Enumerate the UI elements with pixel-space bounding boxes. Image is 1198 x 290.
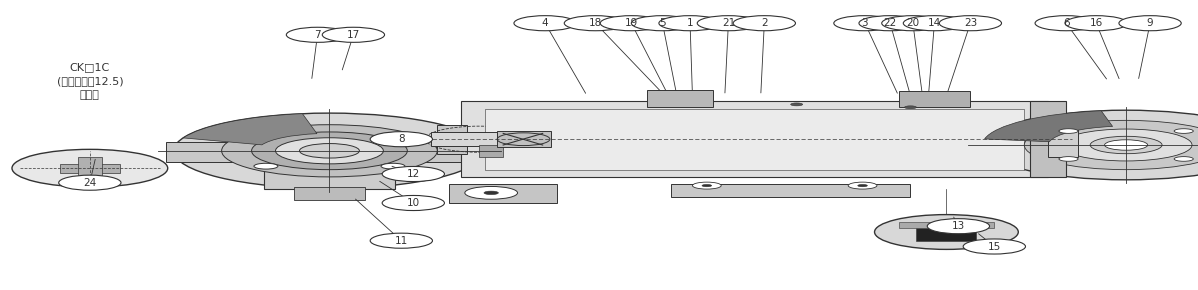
Circle shape bbox=[370, 132, 432, 147]
Text: 5: 5 bbox=[659, 18, 666, 28]
Circle shape bbox=[659, 16, 721, 31]
Circle shape bbox=[1105, 140, 1148, 150]
Circle shape bbox=[1059, 157, 1078, 161]
Circle shape bbox=[381, 133, 405, 138]
Circle shape bbox=[1065, 16, 1127, 31]
Text: 3: 3 bbox=[861, 18, 869, 28]
Circle shape bbox=[174, 113, 485, 188]
Circle shape bbox=[963, 239, 1025, 254]
Text: 9: 9 bbox=[1146, 18, 1154, 28]
Text: 1: 1 bbox=[686, 18, 694, 28]
Bar bbox=[449, 184, 557, 203]
Bar bbox=[437, 125, 467, 154]
Text: 4: 4 bbox=[541, 18, 549, 28]
Circle shape bbox=[12, 149, 168, 187]
Circle shape bbox=[276, 138, 383, 164]
Text: 7: 7 bbox=[314, 30, 321, 40]
Text: 20: 20 bbox=[907, 18, 919, 28]
Circle shape bbox=[252, 132, 407, 170]
Circle shape bbox=[465, 186, 518, 199]
Circle shape bbox=[1024, 120, 1198, 170]
Text: 12: 12 bbox=[406, 169, 420, 179]
Circle shape bbox=[1174, 129, 1193, 133]
Text: 10: 10 bbox=[407, 198, 419, 208]
Text: 15: 15 bbox=[987, 242, 1002, 251]
Circle shape bbox=[692, 182, 721, 189]
Text: 21: 21 bbox=[721, 18, 736, 28]
Circle shape bbox=[254, 163, 278, 169]
Bar bbox=[294, 187, 365, 200]
Circle shape bbox=[514, 16, 576, 31]
Circle shape bbox=[702, 184, 712, 187]
Circle shape bbox=[1174, 157, 1193, 161]
Circle shape bbox=[370, 233, 432, 248]
Bar bbox=[485, 109, 1024, 170]
Bar bbox=[165, 142, 494, 162]
Circle shape bbox=[858, 184, 867, 187]
Bar bbox=[78, 157, 102, 180]
Circle shape bbox=[834, 16, 896, 31]
Circle shape bbox=[982, 110, 1198, 180]
Circle shape bbox=[59, 175, 121, 190]
Text: 2: 2 bbox=[761, 18, 768, 28]
Circle shape bbox=[564, 16, 627, 31]
Bar bbox=[60, 164, 120, 173]
Circle shape bbox=[222, 125, 437, 177]
Bar bbox=[431, 132, 509, 146]
Circle shape bbox=[1059, 129, 1078, 133]
Text: 14: 14 bbox=[927, 18, 942, 28]
Bar bbox=[1030, 102, 1066, 177]
Circle shape bbox=[882, 16, 944, 31]
Bar bbox=[479, 145, 503, 157]
Circle shape bbox=[903, 16, 966, 31]
Circle shape bbox=[254, 133, 278, 138]
Circle shape bbox=[848, 182, 877, 189]
Circle shape bbox=[382, 195, 444, 211]
Text: 13: 13 bbox=[951, 221, 966, 231]
Bar bbox=[916, 228, 976, 241]
Text: 23: 23 bbox=[963, 18, 978, 28]
Bar bbox=[497, 131, 551, 147]
Wedge shape bbox=[183, 114, 317, 145]
Text: 8: 8 bbox=[398, 134, 405, 144]
Circle shape bbox=[1090, 136, 1162, 154]
Circle shape bbox=[791, 103, 803, 106]
Circle shape bbox=[322, 27, 385, 42]
Text: 6: 6 bbox=[1063, 18, 1070, 28]
Circle shape bbox=[904, 106, 916, 109]
Text: 22: 22 bbox=[883, 18, 897, 28]
Circle shape bbox=[484, 191, 498, 195]
Circle shape bbox=[382, 166, 444, 182]
Circle shape bbox=[1060, 129, 1192, 161]
Text: 16: 16 bbox=[1089, 18, 1103, 28]
Circle shape bbox=[875, 215, 1018, 249]
Bar bbox=[647, 90, 713, 107]
Circle shape bbox=[939, 16, 1002, 31]
Circle shape bbox=[381, 163, 405, 169]
Bar bbox=[898, 91, 970, 107]
Circle shape bbox=[927, 219, 990, 234]
Circle shape bbox=[600, 16, 662, 31]
Circle shape bbox=[733, 16, 795, 31]
Text: CK□1C
(クレビス幁12.5)
の場合: CK□1C (クレビス幁12.5) の場合 bbox=[56, 62, 123, 100]
Bar bbox=[1048, 122, 1078, 157]
Circle shape bbox=[286, 27, 349, 42]
Wedge shape bbox=[985, 111, 1113, 142]
Bar bbox=[461, 102, 1048, 177]
Text: 24: 24 bbox=[83, 178, 97, 188]
Circle shape bbox=[697, 16, 760, 31]
Circle shape bbox=[300, 144, 359, 158]
Text: 18: 18 bbox=[588, 18, 603, 28]
Text: 19: 19 bbox=[624, 18, 639, 28]
Text: 17: 17 bbox=[346, 30, 361, 40]
Bar bbox=[671, 184, 910, 197]
Bar bbox=[264, 162, 395, 188]
Circle shape bbox=[1119, 16, 1181, 31]
Circle shape bbox=[1035, 16, 1097, 31]
Circle shape bbox=[631, 16, 694, 31]
Bar bbox=[898, 222, 994, 228]
Circle shape bbox=[859, 16, 921, 31]
Text: 11: 11 bbox=[394, 236, 409, 246]
